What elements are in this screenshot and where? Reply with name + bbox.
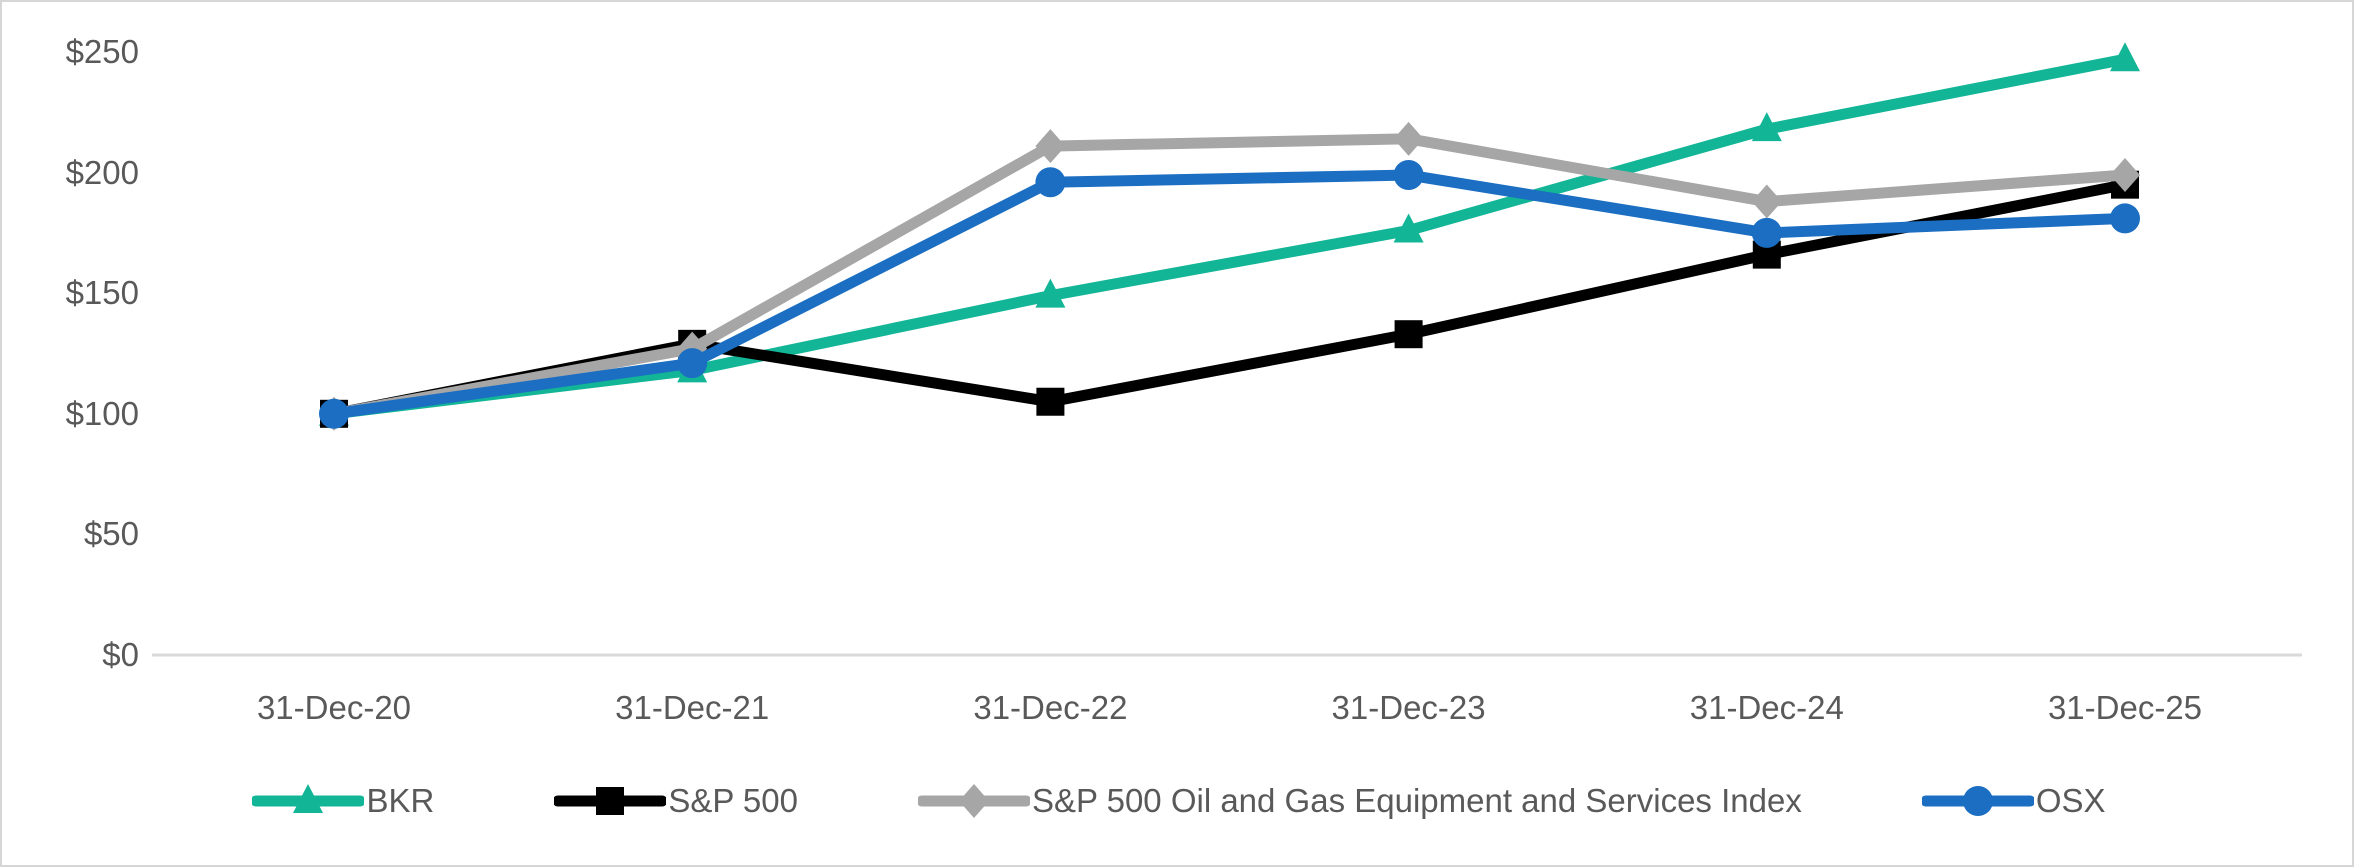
- triangle-legend-marker-icon: [252, 784, 365, 813]
- circle-marker: [677, 348, 708, 379]
- circle-marker: [1393, 160, 1424, 191]
- series-line: [328, 133, 2131, 420]
- y-axis-tick-label: $50: [83, 515, 139, 553]
- triangle-marker: [1035, 278, 1066, 308]
- diamond-legend-marker-icon: [917, 784, 1030, 818]
- square-marker: [1394, 320, 1423, 349]
- legend-item-osx: OSX: [1921, 777, 2106, 825]
- diamond-marker: [1393, 121, 1424, 156]
- legend-label: BKR: [366, 782, 435, 819]
- circle-marker: [319, 398, 349, 429]
- series-s-p-500: [320, 170, 2139, 428]
- legend-item-s-p-500: S&P 500: [554, 777, 798, 825]
- y-axis-tick-label: $150: [65, 274, 139, 312]
- square-legend-marker-icon: [554, 787, 667, 815]
- circle-legend-marker-icon: [1921, 786, 2034, 816]
- circle-marker: [1751, 217, 1782, 248]
- diamond-marker: [1751, 184, 1782, 219]
- y-axis-tick-label: $200: [65, 153, 139, 191]
- circle-marker: [2110, 203, 2140, 234]
- x-axis-tick-label: 31-Dec-24: [1689, 689, 1844, 726]
- series-line: [328, 53, 2131, 420]
- legend-item-s-p-500-oil-and-gas-equipment-and-services-index: S&P 500 Oil and Gas Equipment and Servic…: [917, 777, 1802, 825]
- x-axis-tick-label: 31-Dec-20: [256, 689, 412, 726]
- triangle-marker: [1393, 213, 1424, 243]
- y-axis-tick-label: $100: [65, 394, 139, 432]
- diamond-marker: [1035, 129, 1066, 164]
- y-axis-tick-label: $250: [65, 33, 139, 70]
- x-axis-tick-label: 31-Dec-21: [615, 689, 770, 726]
- x-axis-tick-label: 31-Dec-25: [2047, 689, 2203, 726]
- legend-label: S&P 500 Oil and Gas Equipment and Servic…: [1031, 782, 1802, 819]
- legend-label: OSX: [2035, 782, 2106, 819]
- y-axis-tick-label: $0: [102, 636, 139, 673]
- chart-legend: BKR S&P 500 S&P 500 Oil and Gas Equipment …: [2, 777, 2352, 825]
- x-axis-tick-label: 31-Dec-22: [973, 689, 1128, 726]
- triangle-marker: [2110, 42, 2140, 72]
- square-marker: [1036, 387, 1065, 416]
- circle-marker: [1035, 167, 1066, 198]
- triangle-marker: [1751, 112, 1782, 142]
- x-axis-tick-label: 31-Dec-23: [1331, 689, 1486, 726]
- series-line: [328, 169, 2131, 420]
- diamond-marker: [2110, 158, 2140, 193]
- legend-label: S&P 500: [668, 782, 798, 819]
- legend-item-bkr: BKR: [252, 777, 434, 825]
- series-osx: [319, 160, 2140, 429]
